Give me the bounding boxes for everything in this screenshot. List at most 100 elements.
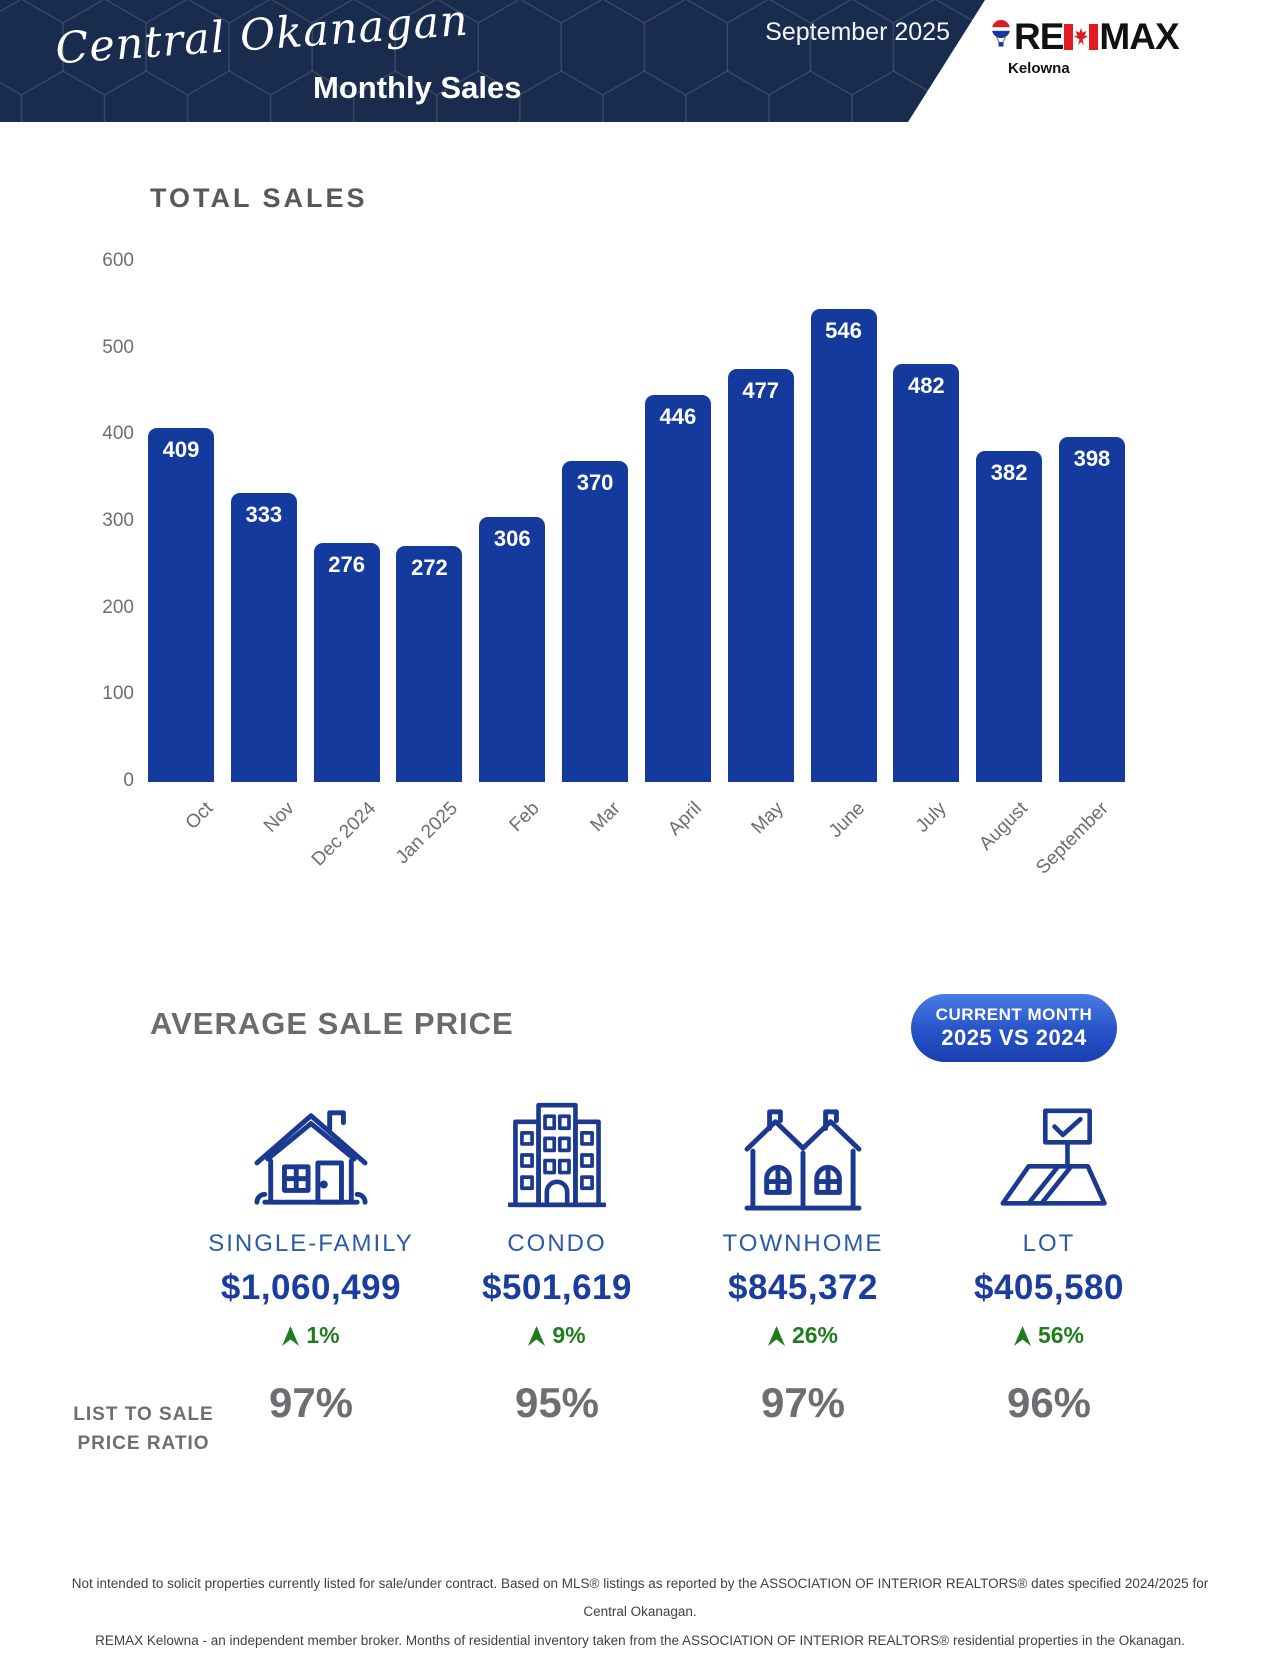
x-axis-label: Jan 2025 — [391, 798, 462, 869]
x-axis-label: May — [747, 798, 788, 839]
current-month-badge: CURRENT MONTH 2025 VS 2024 — [911, 994, 1117, 1062]
chart-title: TOTAL SALES — [150, 183, 368, 213]
sales-bar: 446 — [644, 395, 711, 782]
y-axis-tick-label: 400 — [102, 423, 134, 445]
average-price-value: $405,580 — [974, 1268, 1124, 1307]
year-over-year-change: 26% — [767, 1322, 839, 1349]
badge-line1: CURRENT MONTH — [935, 1005, 1093, 1024]
property-type-column: TOWNHOME $845,372 26% 97% — [680, 1072, 926, 1427]
report-month: September 2025 — [765, 18, 950, 46]
x-axis: Oct Nov Dec 2024 Jan 2025 Feb Mar April May June… — [148, 782, 1125, 892]
bar-series: 409 333 276 272 306 370 446 477 546 482 382 398 — [148, 262, 1125, 782]
bar-slot: 409 — [148, 262, 214, 782]
bar-value-label: 370 — [576, 470, 614, 496]
sales-bar: 272 — [396, 546, 463, 782]
y-axis-tick-label: 0 — [123, 770, 134, 791]
sales-bar: 482 — [893, 364, 960, 782]
bar-value-label: 482 — [907, 373, 945, 399]
y-axis-tick-label: 100 — [102, 683, 134, 705]
disclaimer-line1: Not intended to solicit properties curre… — [71, 1576, 1209, 1620]
badge-line2: 2025 VS 2024 — [941, 1025, 1087, 1050]
bar-value-label: 382 — [990, 459, 1028, 485]
sales-bar: 276 — [313, 542, 380, 782]
logo-re-text: RE — [1014, 16, 1064, 57]
property-type-columns: SINGLE-FAMILY $1,060,499 1% 97% CONDO $501,6… — [188, 1072, 1172, 1427]
bar-value-label: 272 — [411, 555, 448, 581]
bar-value-label: 398 — [1073, 446, 1111, 472]
change-percent-value: 9% — [552, 1322, 586, 1348]
average-price-value: $1,060,499 — [220, 1268, 402, 1307]
y-axis-tick-label: 200 — [102, 596, 134, 618]
x-axis-label: September — [1032, 798, 1114, 879]
property-icon-box — [739, 1072, 867, 1214]
remax-kelowna-logo: RE MAX Kelowna — [990, 16, 1200, 77]
up-arrow-icon — [767, 1325, 785, 1346]
year-over-year-change: 56% — [1013, 1322, 1084, 1349]
average-sale-price-title: AVERAGE SALE PRICE — [150, 1006, 514, 1041]
bar-value-label: 333 — [245, 502, 283, 528]
x-axis-label: Oct — [181, 798, 218, 834]
total-sales-bar-chart: 0 100 200 300 400 500 600 409 333 276 272 306 370 44… — [102, 250, 1125, 879]
change-percent-value: 1% — [306, 1322, 340, 1348]
bar-slot: 306 — [479, 262, 546, 782]
sales-bar: 546 — [810, 308, 877, 782]
change-percent-value: 26% — [791, 1322, 839, 1348]
logo-max-text: MAX — [1099, 16, 1179, 57]
sales-bar: 382 — [976, 450, 1043, 782]
list-to-sale-ratio-label: LIST TO SALE PRICE RATIO — [36, 1400, 251, 1459]
property-icon-box — [497, 1072, 617, 1214]
sales-bar: 409 — [148, 427, 214, 782]
single-family-house-icon — [254, 1110, 368, 1205]
year-over-year-change: 9% — [528, 1322, 586, 1349]
disclaimer-line2: REMAX Kelowna - an independent member br… — [95, 1632, 1185, 1648]
logo-office-name: Kelowna — [1008, 60, 1070, 77]
sales-bar: 477 — [727, 368, 794, 782]
ratio-label-line1: LIST TO SALE — [73, 1404, 214, 1425]
property-type-column: SINGLE-FAMILY $1,060,499 1% 97% — [188, 1072, 434, 1427]
up-arrow-icon — [1013, 1325, 1031, 1346]
list-to-sale-ratio-value: 95% — [514, 1379, 600, 1426]
remax-balloon-icon — [992, 20, 1010, 47]
canada-flag-icon — [1064, 24, 1099, 50]
average-price-value: $845,372 — [728, 1268, 878, 1307]
sales-bar: 370 — [562, 461, 629, 782]
property-type-label: TOWNHOME — [722, 1230, 884, 1257]
bar-slot: 272 — [396, 262, 463, 782]
average-price-value: $501,619 — [482, 1268, 632, 1307]
header-banner: Central Okanagan Monthly Sales September… — [0, 0, 985, 122]
bar-value-label: 276 — [328, 551, 365, 577]
x-axis-label: Nov — [260, 798, 299, 837]
property-icon-box — [247, 1072, 375, 1214]
sales-bar: 398 — [1058, 437, 1125, 782]
property-type-column: LOT $405,580 56% 96% — [926, 1072, 1172, 1427]
up-arrow-icon — [282, 1325, 300, 1346]
list-to-sale-ratio-value: 97% — [268, 1379, 354, 1426]
disclaimer-footer: Not intended to solicit properties curre… — [60, 1570, 1220, 1655]
property-icon-box — [988, 1072, 1110, 1214]
bar-value-label: 446 — [659, 404, 697, 430]
x-axis-label: Dec 2024 — [308, 798, 381, 871]
x-axis-label: August — [975, 798, 1032, 855]
bar-slot: 276 — [313, 262, 380, 782]
bar-value-label: 546 — [825, 317, 862, 343]
bar-slot: 446 — [644, 262, 711, 782]
bar-value-label: 306 — [493, 525, 531, 551]
list-to-sale-ratio-value: 97% — [760, 1379, 846, 1426]
townhome-icon — [744, 1109, 862, 1211]
x-axis-label: April — [664, 798, 707, 840]
bar-value-label: 477 — [742, 377, 780, 403]
lot-sign-icon — [1000, 1108, 1107, 1206]
x-axis-label: Feb — [505, 798, 544, 837]
up-arrow-icon — [528, 1325, 546, 1346]
year-over-year-change: 1% — [282, 1322, 340, 1349]
sales-bar: 333 — [230, 493, 297, 782]
bar-slot: 546 — [810, 262, 877, 782]
bar-slot: 398 — [1058, 262, 1125, 782]
property-type-label: LOT — [1022, 1230, 1076, 1257]
property-type-column: CONDO $501,619 9% 95% — [434, 1072, 680, 1427]
y-axis-tick-label: 500 — [102, 336, 134, 358]
bar-slot: 482 — [893, 262, 960, 782]
x-axis-label: July — [911, 798, 951, 837]
property-type-label: SINGLE-FAMILY — [208, 1230, 414, 1257]
